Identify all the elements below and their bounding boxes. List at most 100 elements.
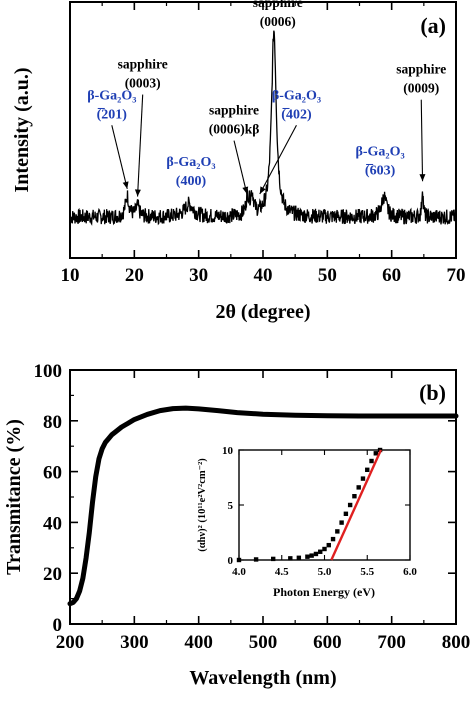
peak-annotation-2: β-Ga₂O₃ (̅201) (87, 88, 136, 190)
panel-a-y-axis-label: Intensity (a.u.) (11, 67, 33, 192)
panel-b-y-tick-labels: 0 20 40 60 80 100 (34, 361, 63, 636)
panel-a-x-tick-labels: 10 20 30 40 50 60 70 (61, 265, 466, 286)
inset-data-point (339, 520, 344, 525)
annotation-arrow (420, 99, 424, 182)
y-tick-label-0: 0 (53, 615, 63, 636)
xrd-pattern-line (69, 30, 457, 226)
inset-data-point (309, 553, 314, 558)
annotation-text: sapphire (118, 57, 168, 72)
inset-data-point (347, 502, 353, 508)
annotation-text: β-Ga₂O₃ (355, 145, 404, 160)
x-tick-label-200: 200 (56, 632, 85, 653)
annotation-arrowhead (259, 186, 266, 194)
y-tick-label-20: 20 (43, 564, 62, 585)
inset-y-tick-label: 5 (228, 500, 234, 512)
annotation-text: sapphire (253, 0, 303, 10)
inset-x-tick-label: 5.0 (318, 566, 332, 578)
annotation-arrowhead (419, 174, 426, 182)
x-tick-label-800: 800 (442, 632, 471, 653)
annotation-text: β-Ga₂O₃ (166, 155, 215, 170)
inset-x-tick-label: 5.5 (360, 566, 374, 578)
panel-a-label: (a) (420, 13, 446, 38)
inset-y-tick-label: 10 (222, 445, 234, 457)
annotation-text: (0003) (125, 76, 161, 91)
inset-data-point (369, 458, 374, 464)
peak-annotation-5: β-Ga₂O₃ (̅402) (259, 88, 321, 195)
inset-data-point (356, 485, 361, 490)
transmittance-line (67, 405, 459, 607)
x-tick-label-40: 40 (254, 265, 273, 286)
annotation-arrow (137, 94, 144, 197)
inset-data-point (236, 557, 242, 563)
inset-x-axis-label: Photon Energy (eV) (273, 585, 375, 599)
panel-a-x-axis-label: 2θ (degree) (215, 301, 310, 323)
inset-data-point (330, 536, 336, 542)
peak-annotation-0: sapphire (0006) (253, 0, 303, 29)
annotation-arrow (111, 125, 128, 190)
x-tick-label-300: 300 (120, 632, 149, 653)
inset-data-point (318, 549, 323, 554)
panel-b-ticks (69, 369, 457, 625)
inset-data-point (322, 546, 327, 552)
inset-data-point (335, 529, 340, 534)
panel-a: 10 20 30 40 50 60 70 sapphire (0006) sapphire (00… (11, 0, 466, 323)
panel-b-label: (b) (419, 380, 446, 405)
annotation-text: (̅603) (365, 163, 396, 179)
inset-data-point (352, 494, 357, 499)
inset-y-tick-labels: 0 5 10 (222, 445, 234, 567)
annotation-arrowhead (242, 186, 249, 194)
x-tick-label-500: 500 (249, 632, 278, 653)
inset-data-point (305, 554, 310, 559)
inset-data-point (296, 555, 302, 560)
inset-data-point (365, 467, 370, 472)
x-tick-label-10: 10 (61, 265, 80, 286)
annotation-arrowhead (134, 189, 141, 197)
inset-y-axis-label: (αhν)² (10¹¹e²V²cm⁻²) (197, 458, 208, 552)
annotation-text: (̅201) (97, 106, 128, 122)
annotation-text: β-Ga₂O₃ (272, 88, 321, 103)
x-tick-label-700: 700 (377, 632, 406, 653)
inset-x-tick-label: 4.0 (232, 566, 246, 578)
annotation-text: (0006) (260, 14, 296, 29)
x-tick-label-70: 70 (447, 265, 466, 286)
annotation-text: sapphire (396, 62, 446, 77)
annotation-text: sapphire (209, 103, 259, 118)
y-tick-label-100: 100 (34, 361, 63, 382)
inset-data-point (326, 542, 331, 548)
peak-annotation-3: β-Ga₂O₃ (400) (166, 155, 215, 189)
linear-fit-line (330, 449, 383, 561)
inset-data-point (271, 556, 276, 562)
annotation-arrow (259, 125, 297, 195)
annotation-text: (0009) (403, 81, 439, 96)
inset-data-points (236, 447, 383, 563)
annotation-text: (0006)kβ (209, 122, 260, 137)
panel-a-x-ticks (69, 2, 457, 258)
inset-frame (238, 449, 411, 561)
annotation-text: (̅402) (281, 106, 312, 122)
panel-a-annotations: sapphire(0006)sapphire(0003)β-Ga₂O₃(̅201… (87, 0, 446, 197)
peak-annotation-1: sapphire (0003) (118, 57, 168, 197)
inset-x-tick-labels: 4.0 4.5 5.0 5.5 6.0 (232, 566, 417, 578)
inset-x-tick-label: 6.0 (403, 566, 417, 578)
peak-annotation-7: sapphire (0009) (396, 62, 446, 182)
x-tick-label-20: 20 (125, 265, 144, 286)
annotation-arrowhead (122, 181, 129, 189)
panel-b-y-axis-label: Transmitance (%) (3, 419, 25, 575)
annotation-text: (400) (176, 174, 207, 189)
y-tick-label-40: 40 (43, 513, 62, 534)
peak-annotation-6: β-Ga₂O₃ (̅603) (355, 145, 404, 179)
annotation-text: β-Ga₂O₃ (87, 88, 136, 103)
inset-data-point (288, 556, 293, 561)
x-tick-label-60: 60 (382, 265, 401, 286)
x-tick-label-30: 30 (189, 265, 208, 286)
x-tick-label-400: 400 (184, 632, 213, 653)
peak-annotation-4: sapphire (0006)kβ (209, 103, 260, 195)
inset-x-tick-label: 4.5 (275, 566, 289, 578)
inset-data-point (343, 511, 349, 516)
inset-data-point (313, 551, 319, 557)
panel-b-x-axis-label: Wavelength (nm) (189, 667, 336, 689)
y-tick-label-80: 80 (43, 412, 62, 433)
